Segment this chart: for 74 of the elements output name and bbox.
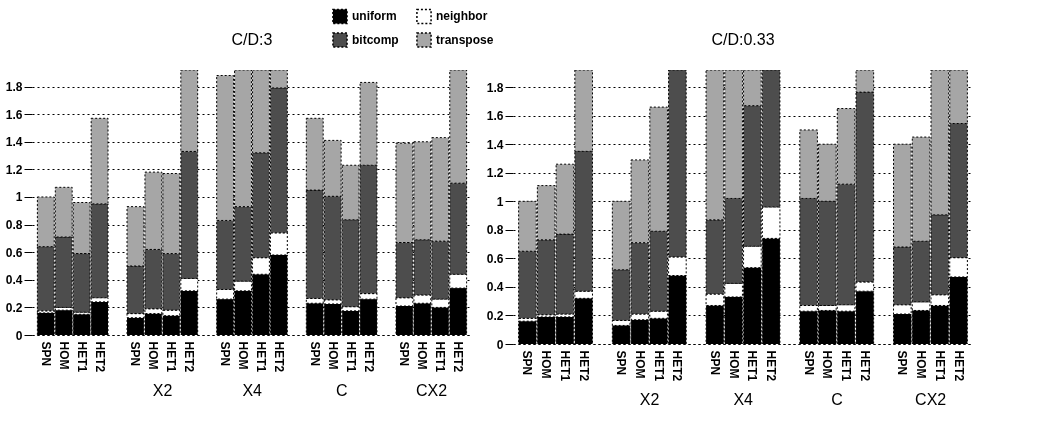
x-tick-label: HOM bbox=[539, 350, 554, 379]
text: CX2 bbox=[415, 382, 448, 399]
x-tick-label: SPN bbox=[397, 341, 412, 367]
text: X2 bbox=[152, 382, 173, 399]
legend-label: uniform bbox=[352, 9, 397, 24]
y-tick-label: 0.2 bbox=[486, 308, 504, 323]
x-tick-label: HOM bbox=[56, 341, 71, 370]
y-tick-label: 0.8 bbox=[5, 218, 23, 233]
chart-title: C/D:3 bbox=[231, 31, 273, 48]
legend-label: neighbor bbox=[436, 9, 488, 24]
x-tick-label: HET2 bbox=[182, 341, 197, 373]
y-tick-label: 0.2 bbox=[5, 300, 23, 315]
y-tick-label: 1.8 bbox=[486, 80, 504, 95]
x-tick-label: HET2 bbox=[92, 341, 107, 373]
text: X4 bbox=[242, 382, 263, 399]
y-tick-label: 1.4 bbox=[486, 137, 504, 152]
y-tick-label: 1 bbox=[15, 190, 23, 205]
x-tick-label: SPN bbox=[218, 341, 233, 367]
x-tick-label: HET2 bbox=[451, 341, 466, 373]
legend-label: transpose bbox=[436, 33, 494, 47]
y-tick-label: 1.6 bbox=[486, 109, 504, 124]
x-tick-label: HET1 bbox=[343, 341, 358, 373]
y-tick-label: 1 bbox=[496, 194, 504, 209]
y-tick-label: 1.8 bbox=[5, 80, 23, 95]
x-tick-label: HET1 bbox=[839, 350, 854, 382]
x-tick-label: HET1 bbox=[557, 350, 572, 382]
x-tick-label: HOM bbox=[325, 341, 340, 370]
y-tick-label: 1.2 bbox=[486, 166, 504, 181]
x-tick-label: HET1 bbox=[745, 350, 760, 382]
text: CX2 bbox=[915, 391, 947, 408]
x-tick-label: SPN bbox=[614, 350, 629, 376]
x-tick-label: SPN bbox=[895, 350, 910, 376]
y-tick-label: 0 bbox=[496, 337, 504, 352]
x-tick-label: HET1 bbox=[932, 350, 947, 382]
x-tick-label: HET1 bbox=[433, 341, 448, 373]
x-tick-label: SPN bbox=[307, 341, 322, 367]
x-tick-label: HET2 bbox=[576, 350, 591, 382]
y-tick-label: 1.6 bbox=[5, 107, 23, 122]
x-tick-label: HOM bbox=[236, 341, 251, 370]
x-tick-label: HOM bbox=[914, 350, 929, 379]
x-tick-label: HET2 bbox=[951, 350, 966, 382]
text: C bbox=[336, 382, 348, 399]
x-tick-label: HOM bbox=[415, 341, 430, 370]
x-tick-label: SPN bbox=[520, 350, 535, 376]
x-tick-label: SPN bbox=[128, 341, 143, 367]
x-tick-label: HET1 bbox=[253, 341, 268, 373]
y-tick-label: 0.6 bbox=[5, 245, 23, 260]
x-tick-label: HET1 bbox=[164, 341, 179, 373]
legend-label: bitcomp bbox=[352, 33, 399, 47]
x-tick-label: HOM bbox=[726, 350, 741, 379]
x-tick-label: SPN bbox=[707, 350, 722, 376]
text: C bbox=[831, 391, 843, 408]
x-tick-label: SPN bbox=[38, 341, 53, 367]
x-tick-label: HET2 bbox=[764, 350, 779, 382]
y-tick-label: 1.2 bbox=[5, 162, 23, 177]
y-tick-label: 0.4 bbox=[5, 273, 23, 288]
x-tick-label: SPN bbox=[801, 350, 816, 376]
y-tick-label: 0.6 bbox=[486, 251, 504, 266]
y-tick-label: 0.8 bbox=[486, 223, 504, 238]
x-tick-label: HET1 bbox=[651, 350, 666, 382]
text: X4 bbox=[733, 391, 754, 408]
x-tick-label: HOM bbox=[820, 350, 835, 379]
x-tick-label: HET2 bbox=[857, 350, 872, 382]
x-tick-label: HET2 bbox=[361, 341, 376, 373]
x-tick-label: HOM bbox=[146, 341, 161, 370]
text: X2 bbox=[639, 391, 660, 408]
x-tick-label: HET1 bbox=[74, 341, 89, 373]
x-tick-label: HET2 bbox=[271, 341, 286, 373]
y-tick-label: 1.4 bbox=[5, 135, 23, 150]
chart-title: C/D:0.33 bbox=[711, 31, 775, 48]
x-tick-label: HET2 bbox=[670, 350, 685, 382]
y-tick-label: 0 bbox=[15, 328, 23, 343]
x-tick-label: HOM bbox=[632, 350, 647, 379]
y-tick-label: 0.4 bbox=[486, 280, 504, 295]
